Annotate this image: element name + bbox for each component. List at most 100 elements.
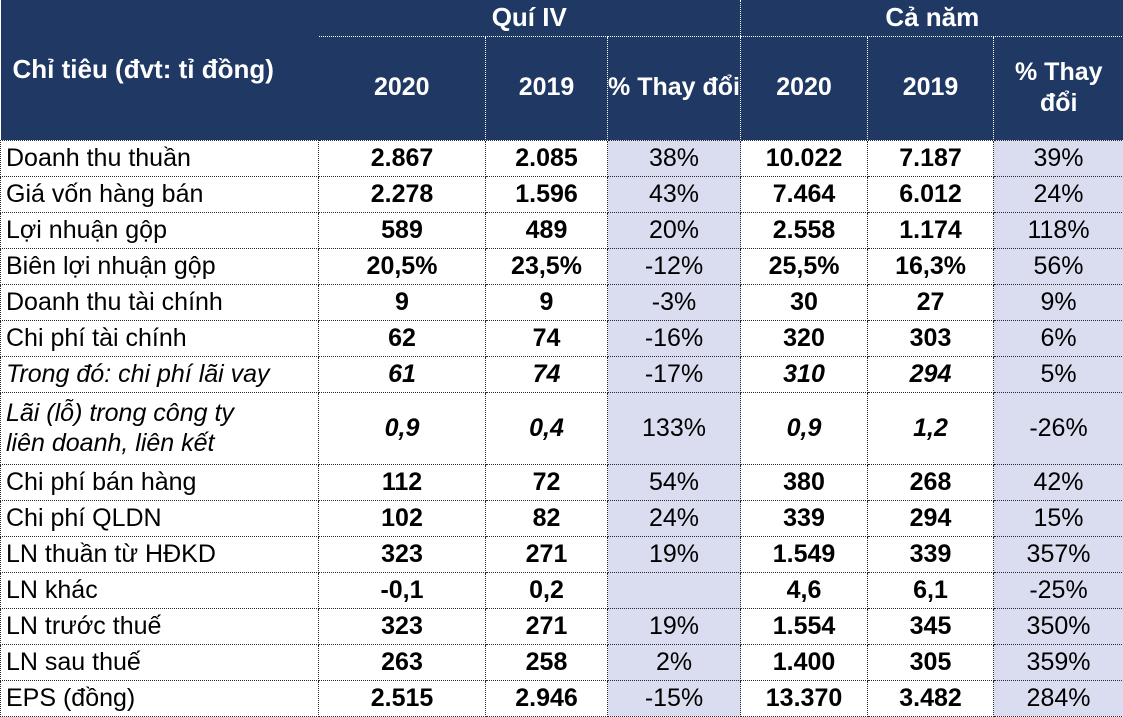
value-cell: 0,4 [486,392,608,464]
value-cell: 74 [486,320,608,356]
pct-change-cell: 9% [994,284,1123,320]
value-cell: 62 [319,320,486,356]
value-cell: 1.174 [868,212,994,248]
value-cell: 102 [319,500,486,536]
value-cell: 23,5% [486,248,608,284]
value-cell: 303 [868,320,994,356]
pct-change-cell: -16% [608,320,741,356]
header-group-row: Chỉ tiêu (đvt: tỉ đồng) Quí IV Cả năm [1,0,1123,36]
pct-change-cell: 19% [608,536,741,572]
value-cell: 0,9 [319,392,486,464]
pct-change-cell: 359% [994,644,1123,680]
value-cell: 0,2 [486,572,608,608]
row-label: Biên lợi nhuận gộp [1,248,319,284]
row-label: Doanh thu thuần [1,140,319,176]
value-cell: 2.278 [319,176,486,212]
pct-change-cell: -26% [994,392,1123,464]
pct-change-cell: -3% [608,284,741,320]
value-cell: 25,5% [741,248,868,284]
value-cell: 9 [486,284,608,320]
value-cell: 294 [868,356,994,392]
pct-change-cell: 118% [994,212,1123,248]
pct-change-cell: -17% [608,356,741,392]
value-cell: 30 [741,284,868,320]
value-cell: 294 [868,500,994,536]
value-cell: 1.554 [741,608,868,644]
header-group-full-year: Cả năm [741,0,1123,36]
value-cell: 258 [486,644,608,680]
value-cell: 13.370 [741,680,868,716]
row-label: Giá vốn hàng bán [1,176,319,212]
header-fy-pct-change: % Thay đổi [994,36,1123,140]
pct-change-cell: -25% [994,572,1123,608]
row-label: EPS (đồng) [1,680,319,716]
pct-change-cell: 20% [608,212,741,248]
row-label: LN khác [1,572,319,608]
header-criteria-label: Chỉ tiêu (đvt: tỉ đồng) [1,0,319,140]
value-cell: 2.867 [319,140,486,176]
row-label: Lợi nhuận gộp [1,212,319,248]
header-q4-pct-change: % Thay đổi [608,36,741,140]
value-cell: 489 [486,212,608,248]
value-cell: 380 [741,464,868,500]
pct-change-cell: 38% [608,140,741,176]
row-label: Trong đó: chi phí lãi vay [1,356,319,392]
value-cell: 2.085 [486,140,608,176]
header-q4-2020: 2020 [319,36,486,140]
value-cell: 2.558 [741,212,868,248]
value-cell: -0,1 [319,572,486,608]
value-cell: 271 [486,536,608,572]
value-cell: 9 [319,284,486,320]
value-cell: 7.187 [868,140,994,176]
pct-change-cell: 15% [994,500,1123,536]
value-cell: 112 [319,464,486,500]
value-cell: 271 [486,608,608,644]
pct-change-cell: 357% [994,536,1123,572]
pct-change-cell: 24% [994,176,1123,212]
pct-change-cell: 2% [608,644,741,680]
value-cell: 339 [868,536,994,572]
header-fy-2020: 2020 [741,36,868,140]
pct-change-cell: 19% [608,608,741,644]
value-cell: 10.022 [741,140,868,176]
value-cell: 1.596 [486,176,608,212]
pct-change-cell: -15% [608,680,741,716]
value-cell: 1.549 [741,536,868,572]
value-cell: 1,2 [868,392,994,464]
value-cell: 7.464 [741,176,868,212]
value-cell: 6.012 [868,176,994,212]
value-cell: 589 [319,212,486,248]
pct-change-cell: 350% [994,608,1123,644]
value-cell: 61 [319,356,486,392]
value-cell: 4,6 [741,572,868,608]
value-cell: 3.482 [868,680,994,716]
value-cell: 2.515 [319,680,486,716]
row-label: Doanh thu tài chính [1,284,319,320]
value-cell: 74 [486,356,608,392]
row-label: LN thuần từ HĐKD [1,536,319,572]
header-q4-2019: 2019 [486,36,608,140]
value-cell: 323 [319,608,486,644]
value-cell: 20,5% [319,248,486,284]
pct-change-cell: 39% [994,140,1123,176]
value-cell: 345 [868,608,994,644]
pct-change-cell [608,572,741,608]
row-label: LN trước thuế [1,608,319,644]
value-cell: 1.400 [741,644,868,680]
value-cell: 305 [868,644,994,680]
value-cell: 0,9 [741,392,868,464]
value-cell: 310 [741,356,868,392]
row-label: Chi phí QLDN [1,500,319,536]
value-cell: 2.946 [486,680,608,716]
